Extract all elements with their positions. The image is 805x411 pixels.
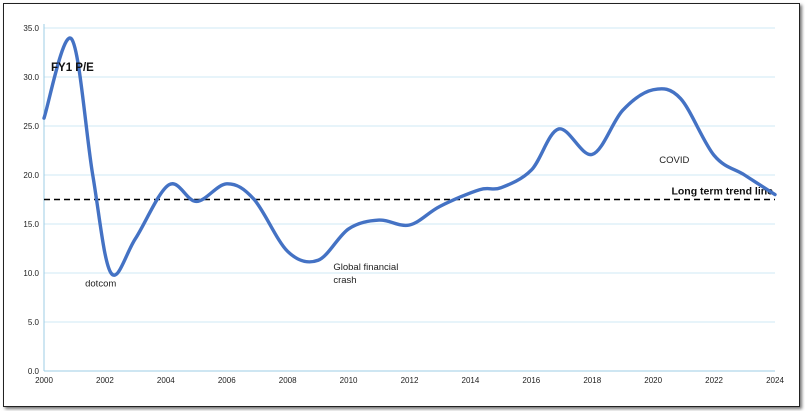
annotation-1-line-0: Global financial bbox=[333, 262, 398, 273]
annotation-2-line-0: COVID bbox=[659, 155, 689, 166]
y-tick-label-7: 35.0 bbox=[23, 24, 39, 33]
annotation-0: dotcom bbox=[85, 279, 116, 290]
annotations: dotcom Global financial crash COVID bbox=[85, 155, 689, 289]
annotation-1: Global financial crash bbox=[333, 262, 398, 286]
gridlines bbox=[44, 27, 775, 323]
y-tick-label-3: 15.0 bbox=[23, 220, 39, 229]
y-tick-label-2: 10.0 bbox=[23, 269, 39, 278]
chart-title: FY1 P/E bbox=[51, 62, 94, 74]
x-tick-label-7: 2014 bbox=[462, 376, 480, 385]
pe-line-chart: 0.05.010.015.020.025.030.035.0 2000 2002 2… bbox=[23, 24, 784, 385]
y-tick-labels: 0.0 5.0 10.0 15.0 20.0 25.0 30.0 35.0 bbox=[23, 24, 39, 376]
trend-line-group: Long term trend line bbox=[44, 186, 775, 201]
x-tick-label-12: 2024 bbox=[766, 376, 784, 385]
x-tick-label-0: 2000 bbox=[35, 376, 53, 385]
x-tick-label-10: 2020 bbox=[644, 376, 662, 385]
annotation-1-line-1: crash bbox=[333, 275, 356, 286]
x-tick-label-4: 2008 bbox=[279, 376, 297, 385]
y-tick-label-0: 0.0 bbox=[28, 367, 40, 376]
x-tick-labels: 2000 2002 2004 2006 2008 2010 2012 2014 2016 2018… bbox=[35, 376, 784, 385]
series-line-0 bbox=[42, 36, 777, 277]
annotation-0-line-0: dotcom bbox=[85, 279, 116, 290]
annotation-2: COVID bbox=[659, 155, 689, 166]
trend-line-label: Long term trend line bbox=[671, 186, 773, 198]
x-tick-label-6: 2012 bbox=[401, 376, 419, 385]
x-tick-label-3: 2006 bbox=[218, 376, 236, 385]
axes bbox=[43, 24, 775, 372]
y-tick-label-4: 20.0 bbox=[23, 171, 39, 180]
chart-frame: 0.0 5.0 10.0 15.0 20.0 25.0 30.0 35.0 2000 2002 2… bbox=[3, 3, 800, 407]
y-tick-label-1: 5.0 bbox=[28, 318, 40, 327]
y-tick-label-6: 30.0 bbox=[23, 73, 39, 82]
x-tick-label-8: 2016 bbox=[522, 376, 540, 385]
series-group bbox=[42, 36, 777, 277]
x-tick-label-5: 2010 bbox=[340, 376, 358, 385]
x-tick-label-2: 2004 bbox=[157, 376, 175, 385]
x-tick-label-1: 2002 bbox=[96, 376, 114, 385]
y-tick-label-5: 25.0 bbox=[23, 122, 39, 131]
x-tick-label-11: 2022 bbox=[705, 376, 723, 385]
x-tick-label-9: 2018 bbox=[583, 376, 601, 385]
